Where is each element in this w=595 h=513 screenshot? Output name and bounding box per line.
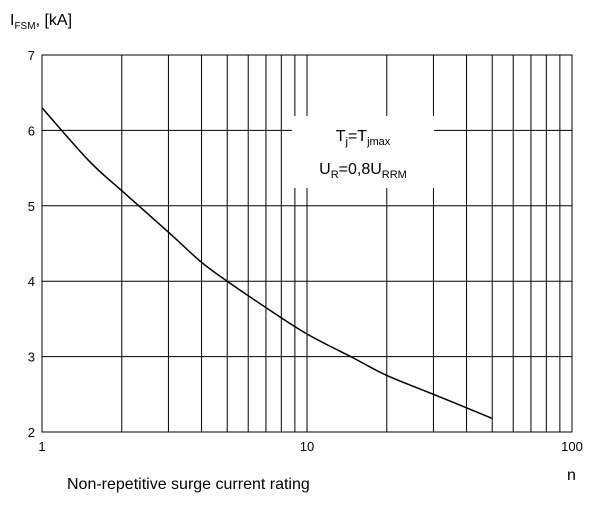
- y-label-unit: , [kA]: [36, 12, 72, 29]
- y-tick-label: 4: [28, 274, 35, 289]
- y-tick-label: 3: [28, 350, 35, 365]
- y-label-main: I: [10, 12, 14, 29]
- grid-lines: [42, 55, 572, 432]
- y-tick-label: 6: [28, 123, 35, 138]
- annotation-subscript: RRM: [382, 169, 407, 181]
- annotation-text: U: [319, 161, 331, 178]
- annotation-subscript: R: [331, 169, 339, 181]
- y-axis-label: IFSM, [kA]: [10, 12, 72, 32]
- annotation-text: =0,8U: [339, 161, 382, 178]
- y-label-sub: FSM: [14, 21, 35, 32]
- annotation-line: UR=0,8URRM: [319, 161, 407, 181]
- y-tick-label: 2: [28, 425, 35, 440]
- chart-caption: Non-repetitive surge current rating: [67, 476, 310, 493]
- annotation-subscript: jmax: [366, 136, 391, 148]
- x-tick-label: 1: [38, 439, 45, 454]
- x-tick-label: 100: [561, 439, 583, 454]
- x-tick-label: 10: [300, 439, 314, 454]
- series-group: [41, 107, 493, 420]
- y-tick-label: 7: [28, 48, 35, 63]
- annotation-background: [292, 116, 434, 188]
- condition-annotation: Tj=Tjmax UR=0,8URRM: [319, 128, 407, 181]
- y-tick-labels: 2 3 4 5 6 7: [28, 48, 35, 440]
- annotation-subscript: j: [344, 136, 347, 148]
- annotation-text: =T: [348, 128, 367, 145]
- series-line: [41, 107, 493, 420]
- y-tick-label: 5: [28, 199, 35, 214]
- x-tick-labels: 1 10 100: [38, 439, 582, 454]
- annotation-text: T: [336, 128, 346, 145]
- plot-frame: [41, 54, 573, 433]
- annotation-line: Tj=Tjmax: [336, 128, 391, 148]
- x-axis-label: n: [567, 467, 576, 484]
